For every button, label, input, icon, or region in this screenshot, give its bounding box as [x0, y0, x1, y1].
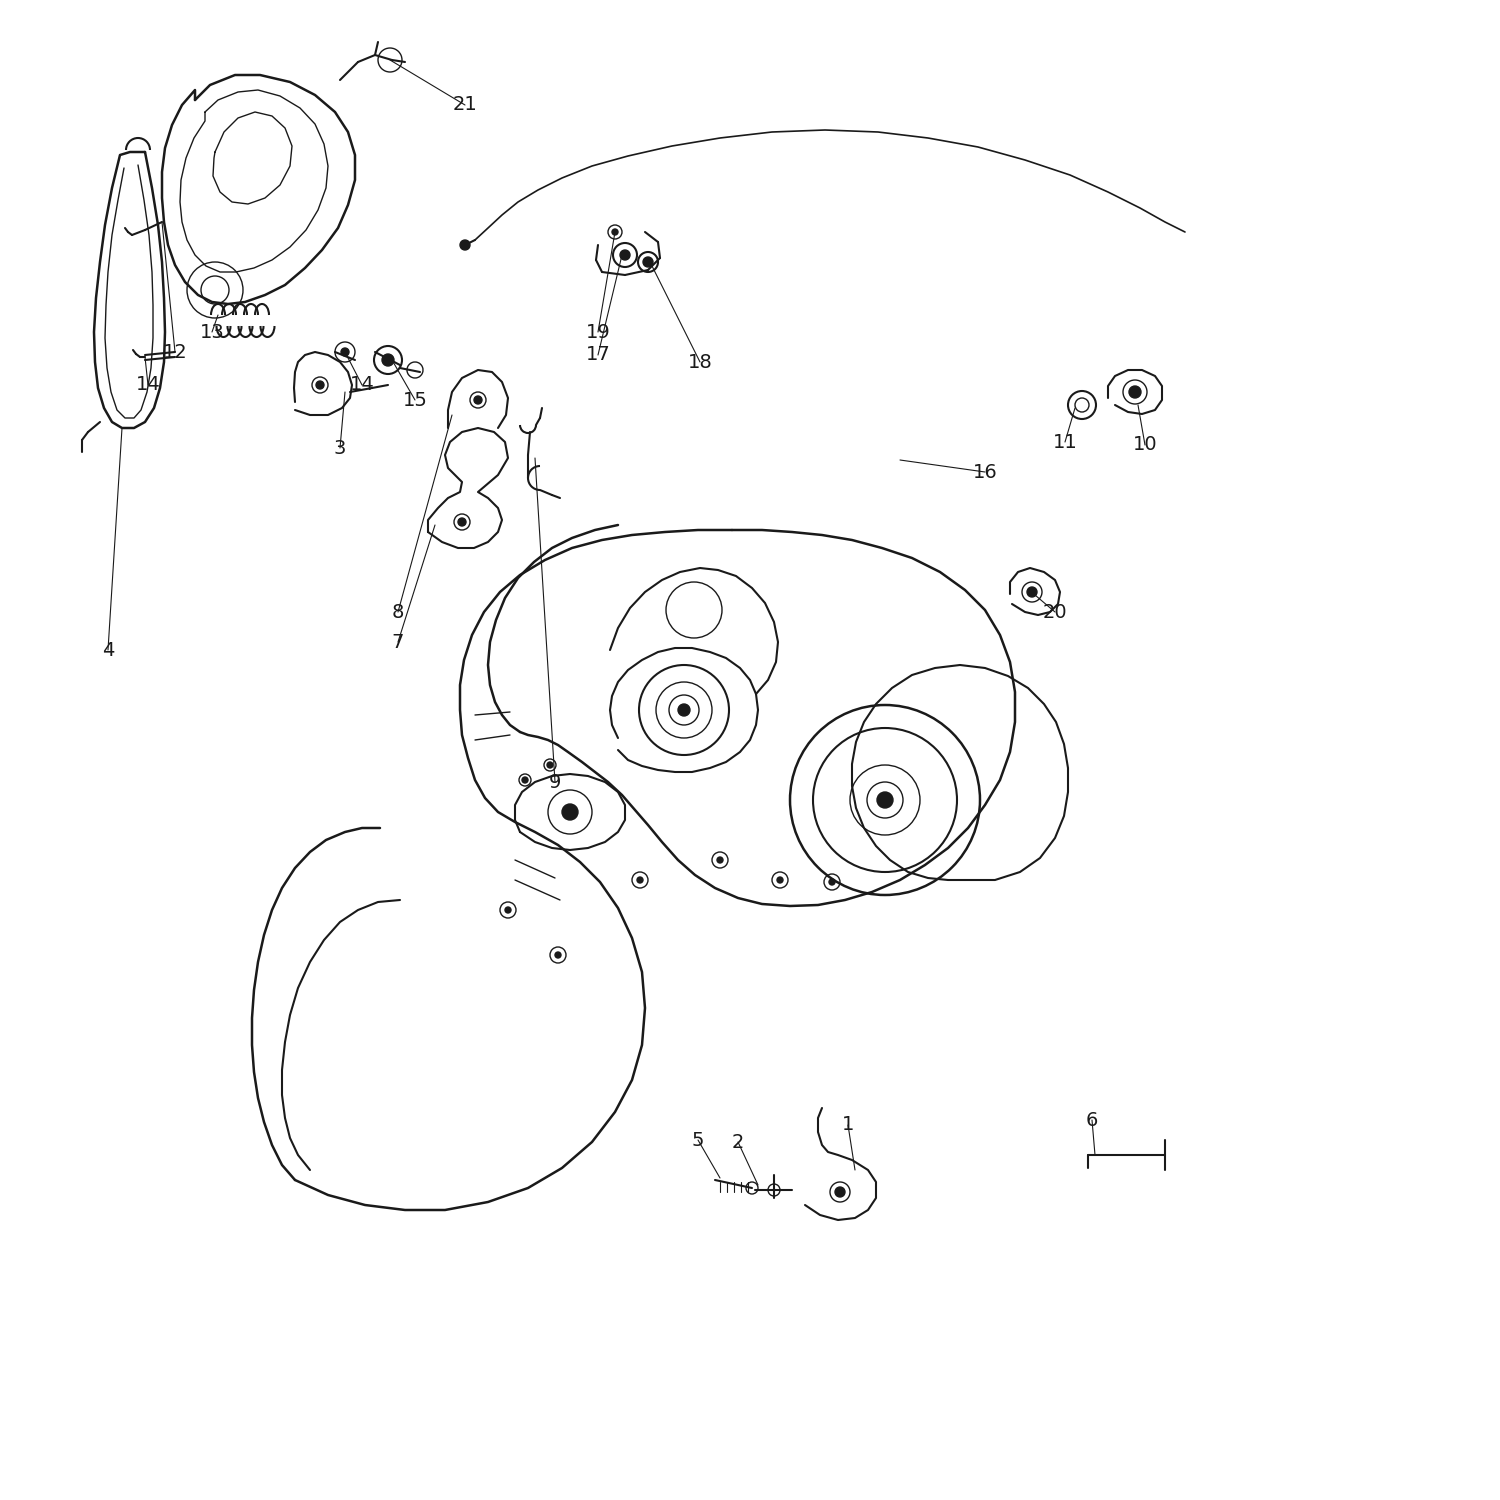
Text: 13: 13 [200, 322, 225, 342]
Text: 14: 14 [135, 375, 160, 394]
Circle shape [878, 792, 892, 808]
Circle shape [717, 856, 723, 862]
Circle shape [506, 908, 512, 914]
Circle shape [458, 518, 466, 526]
Text: 2: 2 [732, 1132, 744, 1152]
Circle shape [548, 762, 554, 768]
Text: 19: 19 [585, 322, 610, 342]
Text: 21: 21 [453, 96, 477, 114]
Text: 16: 16 [972, 462, 998, 482]
Text: 5: 5 [692, 1131, 705, 1149]
Text: 20: 20 [1042, 603, 1068, 621]
Text: 9: 9 [549, 772, 561, 792]
Circle shape [777, 878, 783, 884]
Text: 15: 15 [402, 390, 427, 410]
Circle shape [830, 879, 836, 885]
Circle shape [644, 256, 652, 267]
Circle shape [620, 251, 630, 260]
Text: 18: 18 [687, 352, 712, 372]
Circle shape [638, 878, 644, 884]
Text: 7: 7 [392, 633, 404, 651]
Circle shape [460, 240, 470, 250]
Text: 4: 4 [102, 640, 114, 660]
Text: 1: 1 [842, 1116, 854, 1134]
Circle shape [474, 396, 482, 404]
Circle shape [1130, 386, 1142, 398]
Circle shape [316, 381, 324, 388]
Circle shape [340, 348, 350, 355]
Circle shape [555, 952, 561, 958]
Text: 14: 14 [350, 375, 375, 394]
Circle shape [1028, 586, 1036, 597]
Text: 17: 17 [585, 345, 610, 364]
Circle shape [562, 804, 578, 820]
Circle shape [522, 777, 528, 783]
Text: 3: 3 [334, 438, 346, 458]
Text: 6: 6 [1086, 1110, 1098, 1130]
Circle shape [836, 1186, 844, 1197]
Text: 8: 8 [392, 603, 404, 621]
Text: 10: 10 [1132, 435, 1158, 454]
Circle shape [678, 704, 690, 716]
Circle shape [382, 354, 394, 366]
Text: 12: 12 [162, 342, 188, 362]
Circle shape [612, 230, 618, 236]
Text: 11: 11 [1053, 432, 1077, 451]
